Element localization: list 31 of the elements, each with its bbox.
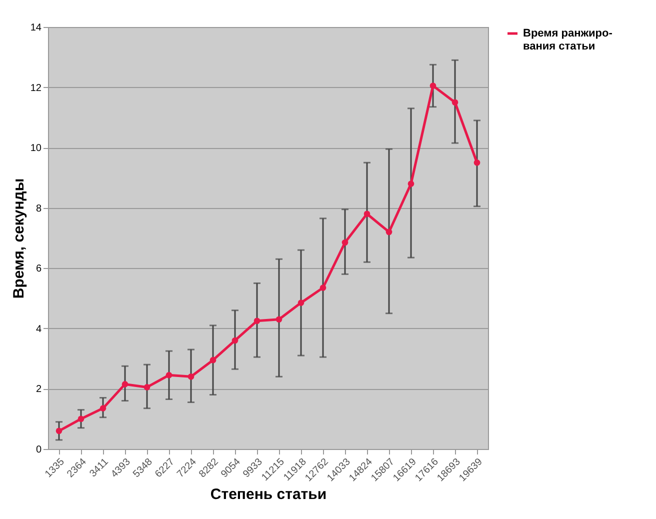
point <box>342 239 348 246</box>
point <box>122 381 128 388</box>
y-tick-label: 2 <box>36 384 42 396</box>
point <box>364 210 370 218</box>
point <box>188 374 194 380</box>
point <box>166 372 172 378</box>
point <box>320 284 326 291</box>
y-tick-label: 14 <box>30 22 42 34</box>
point <box>386 228 392 236</box>
point <box>210 356 216 364</box>
point <box>408 180 414 187</box>
y-tick-label: 12 <box>30 82 42 94</box>
point <box>144 384 150 390</box>
point <box>298 300 304 306</box>
x-axis-title: Степень статьи <box>210 486 327 504</box>
y-tick-label: 8 <box>36 203 42 214</box>
legend-label: Время ранжиро-вания статьи <box>523 28 613 52</box>
y-tick-label: 0 <box>36 444 42 456</box>
point <box>78 416 84 422</box>
y-tick-label: 10 <box>30 143 42 154</box>
point <box>232 337 238 344</box>
y-tick-label: 4 <box>36 324 42 335</box>
point <box>430 82 436 89</box>
point <box>254 318 260 324</box>
point <box>100 405 106 412</box>
point <box>56 428 62 434</box>
point <box>474 159 480 166</box>
y-axis-title: Время, секунды <box>10 178 28 299</box>
y-tick-label: 6 <box>36 264 42 275</box>
point <box>452 99 458 106</box>
point <box>276 316 282 323</box>
